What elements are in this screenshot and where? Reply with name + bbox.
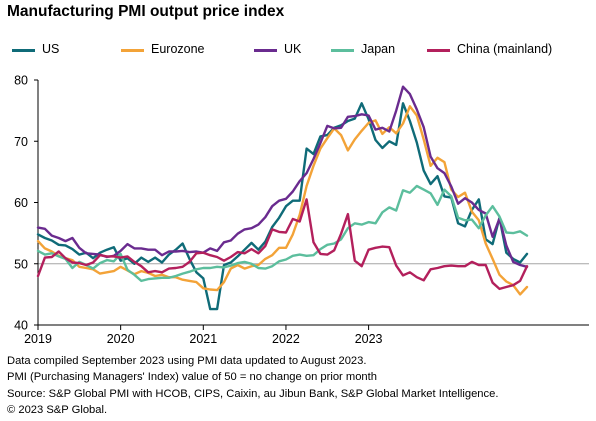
x-tick-label: 2019 xyxy=(24,332,52,346)
note-pmi-definition: PMI (Purchasing Managers' Index) value o… xyxy=(7,371,377,384)
series-line-japan xyxy=(36,184,529,283)
x-tick-label: 2020 xyxy=(107,332,135,346)
legend-label-uk: UK xyxy=(284,42,302,56)
chart-notes: Data compiled September 2023 using PMI d… xyxy=(7,353,498,419)
x-tick-label: 2023 xyxy=(355,332,383,346)
note-source: Source: S&P Global PMI with HCOB, CIPS, … xyxy=(7,387,499,400)
series-line-eurozone xyxy=(36,105,529,296)
legend-swatch-japan xyxy=(331,49,354,52)
y-tick-label: 80 xyxy=(14,74,28,88)
legend-label-us: US xyxy=(42,42,60,56)
legend-swatch-china xyxy=(427,49,450,52)
y-tick-label: 70 xyxy=(14,135,28,149)
x-tick-label: 2022 xyxy=(272,332,300,346)
legend-swatch-uk xyxy=(254,49,277,52)
chart-title: Manufacturing PMI output price index xyxy=(7,3,285,20)
note-data-compiled: Data compiled September 2023 using PMI d… xyxy=(7,355,367,367)
y-tick-label: 50 xyxy=(14,257,28,271)
x-tick-label: 2021 xyxy=(189,332,217,346)
legend-swatch-eurozone xyxy=(121,49,144,52)
series-line-china-mainland xyxy=(36,198,529,291)
legend-label-china: China (mainland) xyxy=(457,42,553,56)
series-line-uk xyxy=(36,85,529,268)
y-tick-label: 60 xyxy=(14,196,28,210)
note-copyright: © 2023 S&P Global. xyxy=(7,404,108,417)
legend-label-eurozone: Eurozone xyxy=(151,42,205,56)
legend-label-japan: Japan xyxy=(361,42,396,56)
legend-swatch-us xyxy=(12,49,35,52)
y-tick-label: 40 xyxy=(14,319,28,333)
